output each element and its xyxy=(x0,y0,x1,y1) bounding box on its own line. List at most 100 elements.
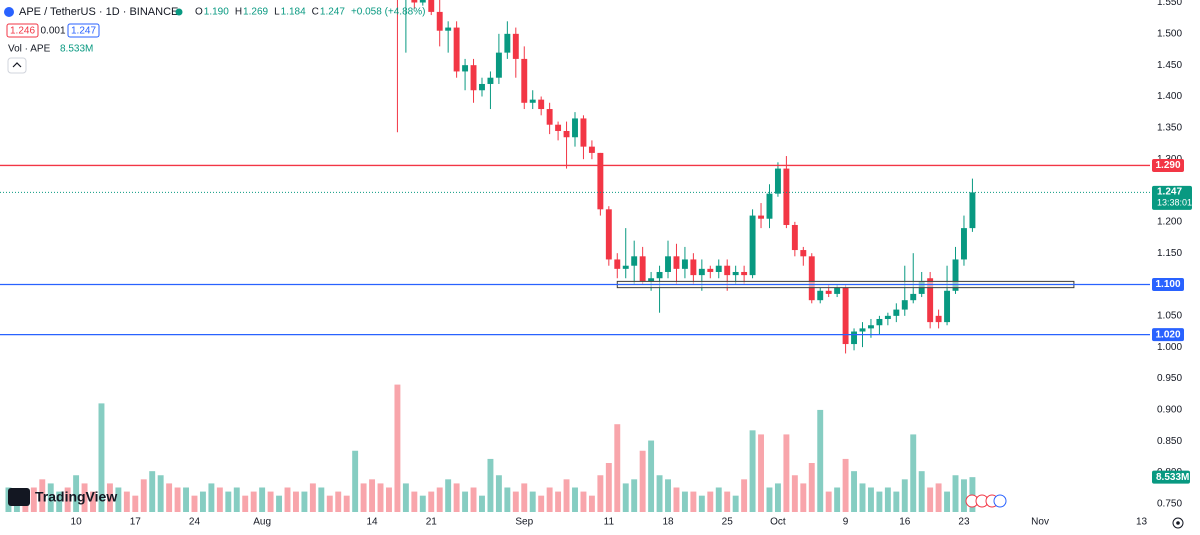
volume-bar xyxy=(732,495,739,512)
volume-bar xyxy=(123,491,130,512)
settings[interactable] xyxy=(1172,517,1184,529)
volume-bar xyxy=(605,463,612,512)
candle-body xyxy=(884,315,891,319)
x-tick-label: Aug xyxy=(253,517,271,528)
volume-bar xyxy=(791,475,798,512)
candle-body xyxy=(487,77,494,84)
volume-pane xyxy=(5,384,976,512)
volume-bar xyxy=(140,479,147,512)
volume-bar xyxy=(893,491,900,512)
candle-body xyxy=(648,278,655,282)
candle-body xyxy=(783,168,790,225)
volume-bar xyxy=(918,471,925,512)
ohlc-value: 1.190 xyxy=(204,7,229,18)
spread: 0.001 xyxy=(40,26,65,37)
volume-bar xyxy=(166,483,173,512)
volume-bar xyxy=(106,483,113,512)
x-tick-label: 18 xyxy=(662,517,674,528)
volume-bar xyxy=(292,491,299,512)
candle-body xyxy=(927,278,934,323)
volume-bar xyxy=(225,491,232,512)
volume-bar xyxy=(749,430,756,512)
volume-bar xyxy=(758,434,764,512)
volume-bar xyxy=(859,483,866,512)
last-price-label: 1.247 xyxy=(1157,187,1182,198)
volume-title: Vol · APE xyxy=(8,44,51,55)
y-tick-label: 0.950 xyxy=(1157,373,1182,384)
volume-bar xyxy=(462,491,469,512)
x-tick-label: Oct xyxy=(770,517,786,528)
bid-box[interactable] xyxy=(6,23,39,38)
volume-bar xyxy=(622,483,629,512)
candle-body xyxy=(766,193,773,219)
volume-bar xyxy=(56,491,63,512)
volume-bar xyxy=(588,495,595,512)
ohlc-value: 1.247 xyxy=(320,7,345,18)
y-tick-label: 1.550 xyxy=(1157,0,1182,8)
volume-bar xyxy=(774,483,781,512)
collapse-button[interactable] xyxy=(7,57,27,74)
volume-bar xyxy=(783,434,790,512)
volume-bar xyxy=(259,487,266,512)
volume-bar xyxy=(927,487,934,512)
candle-body xyxy=(851,331,858,345)
candle-body xyxy=(681,259,688,269)
price-label: 1.020 xyxy=(1155,329,1180,340)
volume-bar xyxy=(157,475,164,512)
volume-bar xyxy=(952,475,959,512)
candle-body xyxy=(639,256,646,282)
ohlc-value: 1.184 xyxy=(281,7,306,18)
volume-bar xyxy=(233,487,240,512)
settings-icon[interactable] xyxy=(1172,517,1184,529)
volume-bar xyxy=(910,434,917,512)
volume-bar xyxy=(276,495,283,512)
candle-body xyxy=(952,259,959,291)
volume-bar xyxy=(301,491,308,512)
x-tick-label: 21 xyxy=(426,517,438,528)
candle-body xyxy=(715,265,722,272)
alert-icon[interactable] xyxy=(993,494,1007,508)
volume-bar xyxy=(360,483,367,512)
candle-body xyxy=(436,11,443,31)
ask-box[interactable] xyxy=(67,23,100,38)
volume-bar xyxy=(174,487,181,512)
volume-bar xyxy=(724,491,731,512)
volume-bar xyxy=(267,491,274,512)
volume-bar xyxy=(216,487,223,512)
last-price-box xyxy=(1152,185,1192,210)
legend: APE / TetherUS · 1D · BINANCE 1.246 0.00… xyxy=(4,6,425,74)
candle-body xyxy=(495,52,502,78)
y-tick-label: 1.350 xyxy=(1157,122,1182,133)
candle-body xyxy=(732,271,739,276)
candle-body xyxy=(462,65,469,72)
market-status[interactable] xyxy=(175,8,183,16)
volume-bar xyxy=(81,483,88,512)
y-tick-label: 0.900 xyxy=(1157,404,1182,415)
volume-bar xyxy=(817,409,824,512)
axes: 0.7500.8000.8500.9000.9501.0001.0501.100… xyxy=(71,0,1193,528)
candle-body xyxy=(656,271,663,279)
candle-body xyxy=(563,130,570,138)
volume-bar xyxy=(665,479,671,512)
volume-bar xyxy=(428,491,435,512)
candle-body xyxy=(698,268,705,276)
candle-body xyxy=(521,58,528,103)
volume-bar xyxy=(208,483,215,512)
candle-body xyxy=(774,168,781,194)
volume-bar xyxy=(538,495,545,512)
volume-header: 8.533M xyxy=(60,44,93,55)
candle-body xyxy=(572,118,578,138)
candle-body xyxy=(800,250,807,257)
candle-body xyxy=(791,224,798,251)
ohlc-key: C xyxy=(312,7,319,18)
candle-body xyxy=(419,0,426,3)
symbol-title: APE / TetherUS · 1D · BINANCE xyxy=(19,6,178,18)
candle-body xyxy=(834,287,841,294)
volume-bar xyxy=(563,479,570,512)
y-tick-label: 0.850 xyxy=(1157,436,1182,447)
candle-body xyxy=(969,192,976,229)
volume-bar xyxy=(242,495,249,512)
volume-bar xyxy=(402,483,409,512)
volume-bar xyxy=(901,479,908,512)
x-tick-label: Sep xyxy=(515,517,533,528)
